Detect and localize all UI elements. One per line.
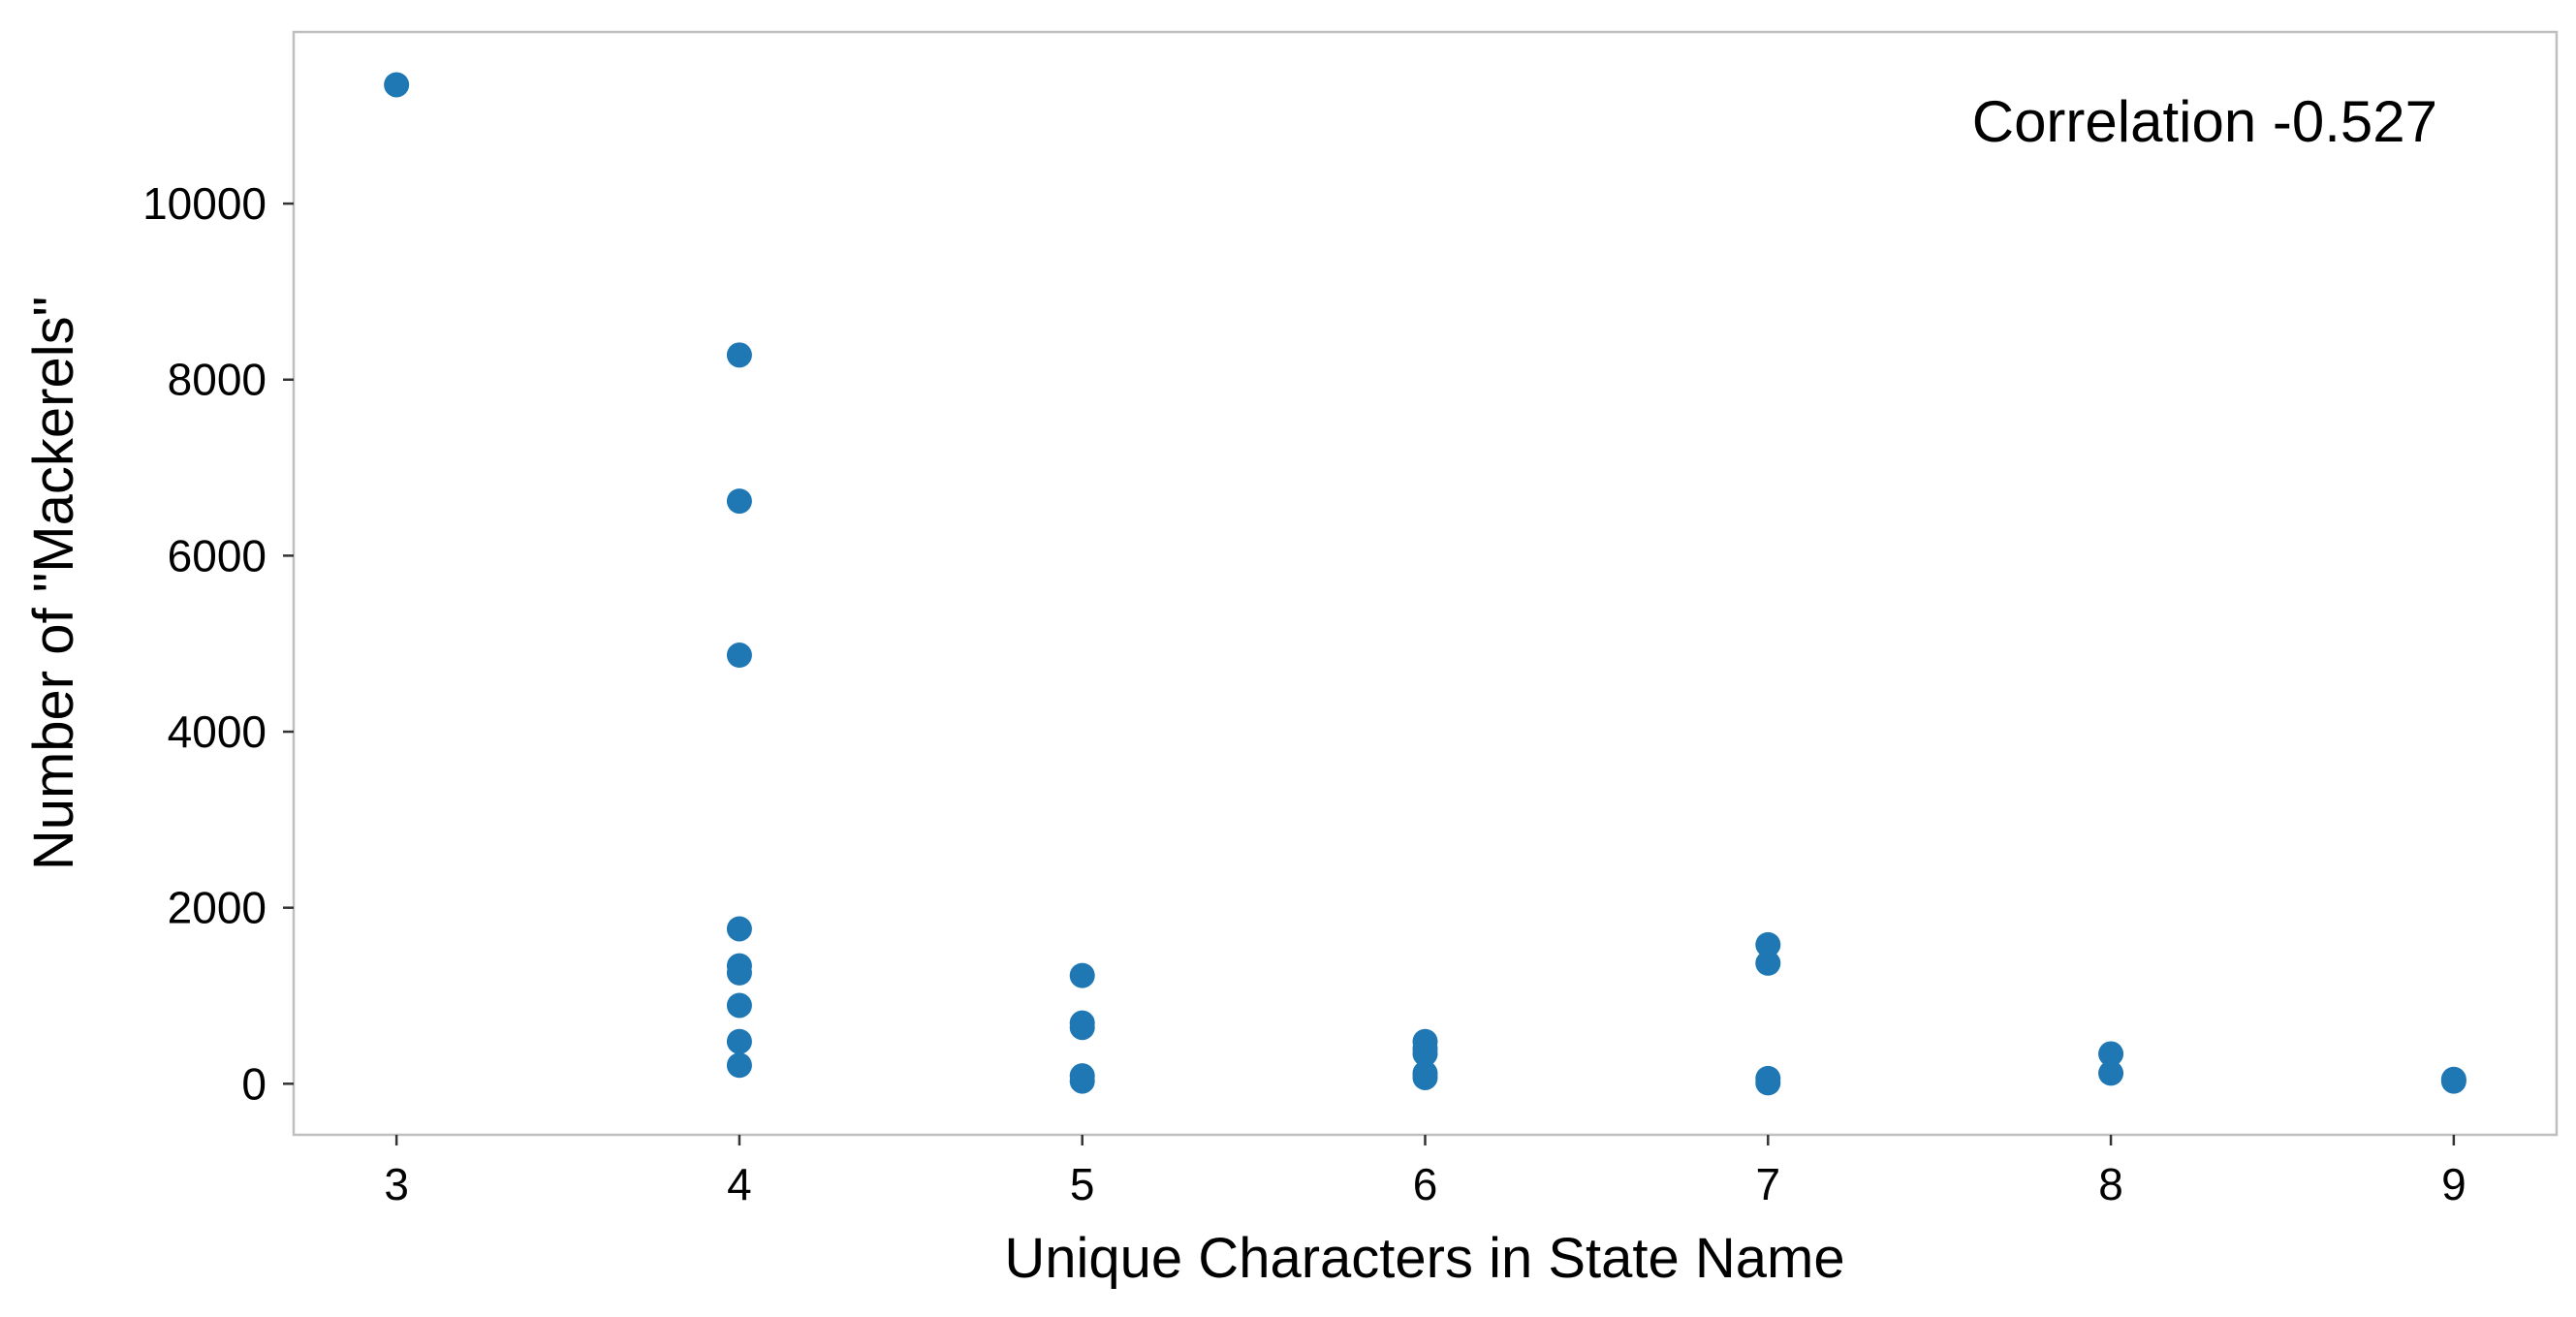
y-tick-label: 4000: [168, 706, 267, 757]
data-point: [726, 916, 752, 942]
x-tick-label: 6: [1413, 1159, 1438, 1209]
x-tick-label: 5: [1070, 1159, 1095, 1209]
data-point: [2098, 1041, 2124, 1067]
y-tick-label: 10000: [142, 178, 267, 229]
data-point: [726, 643, 752, 669]
data-point: [384, 72, 410, 98]
y-tick-label: 8000: [168, 355, 267, 405]
data-point: [726, 342, 752, 368]
data-point: [1755, 950, 1781, 976]
data-point: [1755, 1070, 1781, 1096]
y-axis: 0 2000 4000 6000 8000 10000: [142, 178, 294, 1109]
x-tick-label: 7: [1755, 1159, 1780, 1209]
data-point: [1069, 1068, 1095, 1094]
y-tick-label: 0: [241, 1058, 267, 1109]
x-axis: 3 4 5 6 7 8 9: [384, 1135, 2466, 1209]
data-point: [726, 992, 752, 1019]
y-axis-title: Number of "Mackerels": [22, 297, 85, 870]
y-tick-label: 2000: [168, 883, 267, 933]
x-tick-label: 8: [2098, 1159, 2123, 1209]
data-points: [384, 72, 2466, 1096]
plot-frame: [292, 30, 2559, 1137]
y-tick-label: 6000: [168, 530, 267, 580]
data-point: [2098, 1060, 2124, 1086]
x-axis-title: Unique Characters in State Name: [1004, 1227, 1844, 1290]
data-point: [726, 959, 752, 986]
data-point: [726, 488, 752, 515]
x-tick-label: 9: [2441, 1159, 2466, 1209]
data-point: [1069, 1015, 1095, 1041]
data-point: [1069, 962, 1095, 988]
x-tick-label: 4: [727, 1159, 752, 1209]
data-point: [1755, 931, 1781, 957]
data-point: [1412, 1064, 1438, 1090]
x-tick-label: 3: [384, 1159, 409, 1209]
data-point: [726, 1052, 752, 1079]
data-point: [726, 1028, 752, 1054]
data-point: [1412, 1041, 1438, 1067]
data-point: [2440, 1068, 2466, 1094]
annotation-correlation: Correlation -0.527: [1972, 89, 2437, 154]
